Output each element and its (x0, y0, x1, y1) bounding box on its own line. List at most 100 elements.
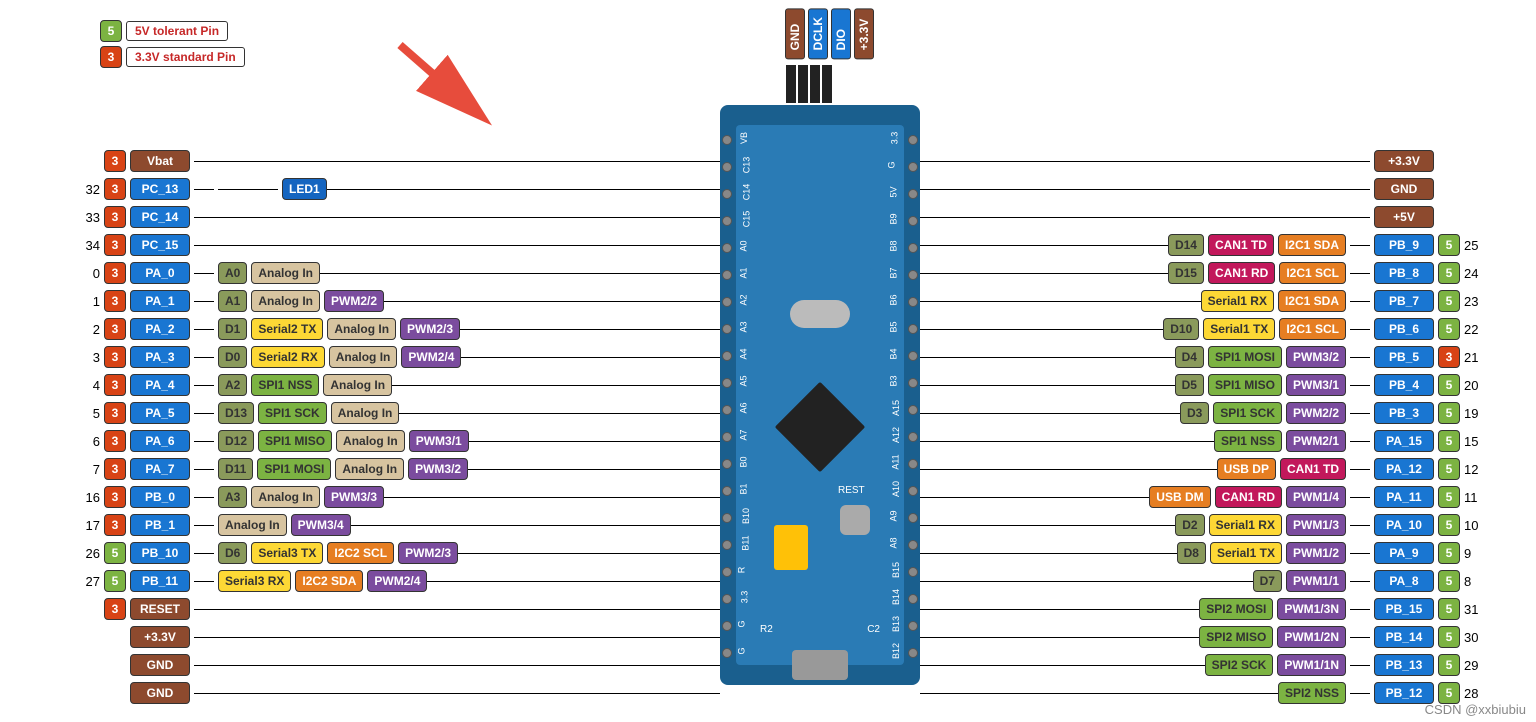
top-header-pins: GNDDCLKDIO+3.3V (785, 8, 874, 59)
wire (194, 273, 214, 274)
pin-func: PWM2/2 (324, 290, 384, 312)
wire (460, 329, 720, 330)
wire (351, 525, 720, 526)
wire (920, 329, 1163, 330)
pin-func: PWM3/1 (409, 430, 469, 452)
pin-func: Serial1 RX (1209, 514, 1282, 536)
board-pin-label: A2 (739, 294, 749, 305)
pin-func: SPI2 SCK (1205, 654, 1274, 676)
reset-button[interactable] (840, 505, 870, 535)
wire (920, 553, 1177, 554)
pin-func: Analog In (218, 514, 287, 536)
pin-index: 21 (1464, 350, 1486, 365)
left-row: 265PB_10D6Serial3 TXI2C2 SCLPWM2/3 (78, 542, 458, 564)
wire (194, 609, 214, 610)
board-pin-hole (722, 162, 732, 172)
pin-name: PB_9 (1374, 234, 1434, 256)
r2-label: R2 (760, 624, 773, 635)
tolerance-badge: 3 (104, 374, 126, 396)
board-pin-hole (908, 216, 918, 226)
pin-func: PWM1/2N (1277, 626, 1346, 648)
wire (194, 665, 214, 666)
pin-func: SPI1 NSS (251, 374, 319, 396)
wire (194, 189, 214, 190)
board-pin-hole (908, 270, 918, 280)
pin-func: PWM1/3N (1277, 598, 1346, 620)
wire (920, 217, 1350, 218)
wire (1350, 273, 1370, 274)
pin-name: PA_6 (130, 430, 190, 452)
board-pin-label: G (737, 647, 747, 654)
board-pin-label: B15 (891, 562, 901, 578)
wire (327, 189, 720, 190)
wire (1350, 469, 1370, 470)
tolerance-badge: 3 (104, 178, 126, 200)
pin-func: D12 (218, 430, 254, 452)
tolerance-badge: 5 (1438, 654, 1460, 676)
pin-index: 27 (78, 574, 100, 589)
pin-func: Analog In (329, 346, 398, 368)
pin-index: 25 (1464, 238, 1486, 253)
tolerance-badge: 3 (104, 206, 126, 228)
board-pin-label: C14 (741, 184, 751, 201)
wire (384, 301, 720, 302)
pin-func: Serial2 RX (251, 346, 324, 368)
pin-func: Analog In (251, 290, 320, 312)
left-row: 343PC_15 (78, 234, 214, 256)
board-pin-label: R (736, 567, 746, 574)
pin-index: 22 (1464, 322, 1486, 337)
right-row: 225PB_6I2C1 SCLSerial1 TXD10 (1163, 318, 1486, 340)
board-pin-label: B14 (891, 589, 901, 605)
wire (920, 273, 1168, 274)
pin-func: CAN1 RD (1215, 486, 1282, 508)
tolerance-badge: 3 (1438, 346, 1460, 368)
board-pin-hole (722, 378, 732, 388)
left-row: 43PA_4A2SPI1 NSSAnalog In (78, 374, 392, 396)
wire (214, 637, 720, 638)
tolerance-badge: 5 (1438, 374, 1460, 396)
wire (469, 441, 720, 442)
pin-index: 5 (78, 406, 100, 421)
pin-func: USB DM (1149, 486, 1210, 508)
right-row: 255PB_9I2C1 SDACAN1 TDD14 (1168, 234, 1486, 256)
pin-func: D2 (1175, 514, 1204, 536)
tolerance-badge: 5 (1438, 458, 1460, 480)
board-pin-hole (722, 189, 732, 199)
pin-index: 9 (1464, 546, 1486, 561)
board-pin-label: B5 (889, 321, 899, 332)
tolerance-badge: 5 (1438, 290, 1460, 312)
right-row: 115PA_11PWM1/4CAN1 RDUSB DM (1149, 486, 1486, 508)
pin-name: PA_12 (1374, 458, 1434, 480)
legend-3-badge: 3 (100, 46, 122, 68)
pin-func: PWM2/3 (398, 542, 458, 564)
board-pin-hole (722, 216, 732, 226)
pin-func: A1 (218, 290, 247, 312)
pin-name: PB_7 (1374, 290, 1434, 312)
pin-func: D11 (218, 458, 253, 480)
board-pin-label: B12 (891, 643, 901, 659)
pin-func: PWM3/1 (1286, 374, 1346, 396)
pin-index: 15 (1464, 434, 1486, 449)
board-pin-hole (722, 648, 732, 658)
pin-name: PB_11 (130, 570, 190, 592)
board-pin-label: G (887, 161, 897, 168)
pin-name: GND (130, 682, 190, 704)
right-row: 295PB_13PWM1/1NSPI2 SCK (1205, 654, 1486, 676)
tolerance-badge: 3 (104, 486, 126, 508)
board-pin-label: B7 (889, 267, 899, 278)
pin-index: 34 (78, 238, 100, 253)
board-pin-label: VB (739, 132, 749, 144)
right-row: 95PA_9PWM1/2Serial1 TXD8 (1177, 542, 1486, 564)
board-pin-label: A8 (889, 537, 899, 548)
left-row: GND (78, 682, 214, 704)
board-pin-label: B8 (889, 240, 899, 251)
wire (194, 329, 214, 330)
board-pin-label: B9 (889, 213, 899, 224)
right-row: 315PB_15PWM1/3NSPI2 MOSI (1199, 598, 1486, 620)
pin-func: SPI1 MISO (1208, 374, 1282, 396)
pin-index: 7 (78, 462, 100, 477)
pin-name: PA_0 (130, 262, 190, 284)
pin-name: PA_2 (130, 318, 190, 340)
right-row: 235PB_7I2C1 SDASerial1 RX (1201, 290, 1486, 312)
wire (920, 161, 1350, 162)
